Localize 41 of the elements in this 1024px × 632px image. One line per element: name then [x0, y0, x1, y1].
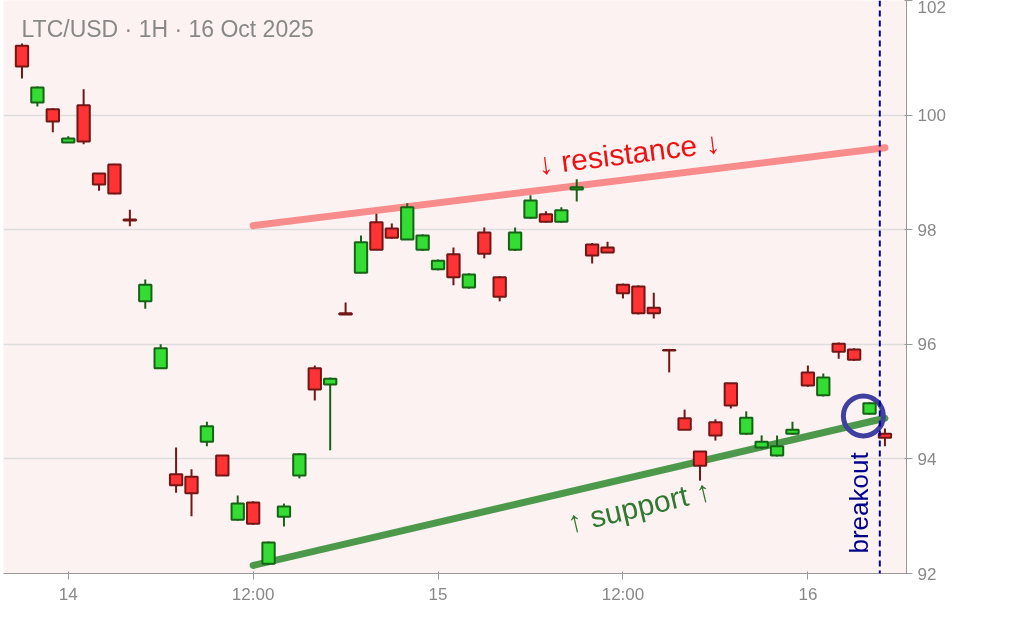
y-tick-label: 102: [917, 0, 946, 17]
annotation: ↓ resistance ↓: [536, 125, 722, 181]
y-tick-label: 92: [917, 564, 937, 584]
candlestick: [569, 178, 584, 203]
candlestick: [477, 226, 492, 260]
x-tick-label: 16: [798, 584, 818, 604]
candlestick: [14, 42, 30, 80]
x-tick-label: 14: [58, 584, 78, 604]
annotation: ↑ support ↑: [563, 473, 715, 540]
candlestick: [153, 343, 168, 370]
y-tick-label: 100: [917, 106, 946, 126]
candlestick: [692, 450, 708, 482]
candlestick: [446, 246, 461, 287]
x-tick-label: 15: [428, 584, 448, 604]
candlestick: [199, 420, 215, 448]
x-tick-label: 12:00: [231, 584, 275, 604]
candlestick: [739, 410, 754, 436]
candlestick: [30, 85, 45, 108]
candlestick: [723, 382, 738, 410]
text: LTC/USD · 1H · 16 Oct 2025: [21, 15, 314, 42]
candlestick: [215, 454, 230, 477]
candlestick: [138, 278, 153, 310]
candlestick: [523, 194, 538, 220]
candlestick: [708, 418, 723, 442]
candlestick: [323, 376, 338, 452]
candlestick: [507, 226, 523, 252]
candlestick: [261, 540, 276, 566]
candlestick: [230, 494, 245, 522]
candlestick: [245, 500, 261, 526]
y-tick-label: 98: [917, 220, 937, 240]
candlestick: [292, 452, 307, 480]
ref-line-label: breakout: [843, 451, 874, 554]
candlestick: [276, 502, 292, 528]
y-tick-label: 96: [917, 335, 937, 355]
candlestick: [800, 364, 816, 388]
y-tick-label: 94: [917, 449, 937, 469]
candlestick: [677, 408, 692, 431]
candlestick: [307, 364, 322, 402]
candlestick: [45, 107, 60, 134]
candlestick: [492, 275, 507, 303]
x-tick-label: 12:00: [601, 584, 645, 604]
